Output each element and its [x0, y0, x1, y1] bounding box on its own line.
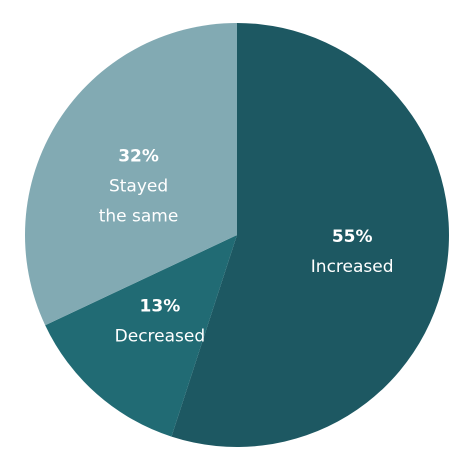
category-label: Stayed the same [99, 177, 179, 227]
value-label: 55% [332, 227, 373, 247]
category-label: Decreased [115, 326, 206, 346]
value-label: 32% [118, 147, 159, 167]
pie-slice [24, 23, 238, 326]
pie-slice [171, 23, 449, 447]
value-label: 13% [140, 296, 181, 316]
pie-slice [45, 235, 237, 437]
category-label: Increased [311, 257, 394, 277]
